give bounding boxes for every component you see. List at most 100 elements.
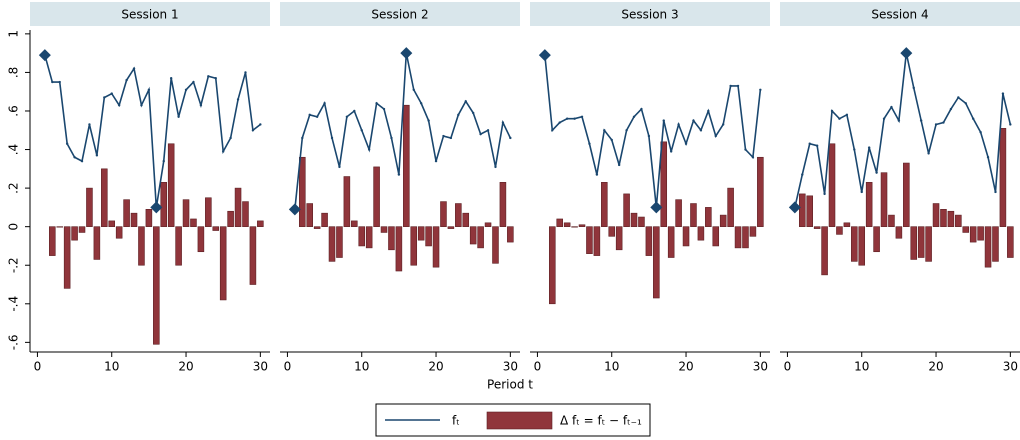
x-tick-label: 20 <box>178 360 193 374</box>
line-point <box>573 117 576 120</box>
bar <box>608 226 616 237</box>
bar <box>873 226 880 253</box>
line-point <box>501 121 505 124</box>
legend-bar-swatch <box>486 411 553 430</box>
bar <box>615 226 623 251</box>
line-point <box>882 117 886 120</box>
bar <box>190 218 197 227</box>
bar <box>440 201 447 227</box>
line-point <box>964 102 967 105</box>
line-point <box>603 129 606 132</box>
x-tick-label: 10 <box>104 360 119 374</box>
bar <box>432 226 440 268</box>
bar <box>410 226 418 266</box>
line-point <box>397 173 401 176</box>
line-point <box>912 86 915 90</box>
bar <box>932 203 940 227</box>
line-point <box>580 115 584 118</box>
bar <box>63 226 71 289</box>
bar <box>940 209 947 227</box>
line-point <box>323 102 326 105</box>
line-point <box>808 142 811 145</box>
line-point <box>617 163 621 167</box>
line-point <box>801 173 804 176</box>
diamond-marker <box>150 201 163 214</box>
line-point <box>699 129 703 132</box>
line-point <box>184 88 188 91</box>
bar <box>499 182 507 227</box>
line-point <box>367 148 371 151</box>
line-point <box>927 152 930 155</box>
panel-title: Session 1 <box>121 8 178 22</box>
line-point <box>457 113 460 117</box>
legend-label: Δ fₜ = fₜ − fₜ₋₁ <box>560 414 642 428</box>
bar <box>145 209 153 227</box>
bar <box>645 226 653 256</box>
line <box>544 54 762 208</box>
bar <box>623 193 630 227</box>
panel-title: Session 3 <box>621 8 678 22</box>
x-tick-label: 10 <box>854 360 869 374</box>
line-point <box>434 159 438 163</box>
line-point <box>251 129 255 132</box>
bar <box>321 212 328 227</box>
bar <box>425 226 432 247</box>
line-point <box>669 150 673 153</box>
line-point <box>308 113 311 117</box>
x-tick-label: 0 <box>34 360 42 374</box>
diamond-marker <box>538 49 551 62</box>
bar <box>380 226 388 233</box>
x-tick-label: 10 <box>354 360 369 374</box>
bar <box>56 226 63 228</box>
line-point <box>875 171 878 174</box>
line-point <box>897 119 901 122</box>
line-point <box>375 102 378 105</box>
y-tick-label: -.6 <box>7 334 21 350</box>
diamond-marker <box>650 201 663 214</box>
x-tick-label: 30 <box>1003 360 1018 374</box>
line-point <box>845 113 849 117</box>
bar <box>593 226 601 256</box>
panel-header <box>280 2 520 26</box>
bar <box>138 226 145 266</box>
bar <box>343 176 351 227</box>
bar <box>197 226 205 253</box>
line-point <box>736 84 740 88</box>
bar <box>160 182 168 227</box>
bar <box>205 197 212 227</box>
y-tick-label: 1 <box>7 30 21 38</box>
line-point <box>823 192 826 196</box>
bar <box>705 207 712 227</box>
bar <box>734 226 742 249</box>
bar <box>999 128 1007 227</box>
bar <box>313 226 321 229</box>
bar <box>336 226 343 258</box>
bar <box>219 226 227 301</box>
line-point <box>942 121 945 124</box>
line-point <box>382 107 386 111</box>
bar <box>549 226 556 305</box>
line-point <box>721 123 725 126</box>
bar <box>947 210 955 227</box>
line-point <box>73 156 76 159</box>
bar <box>682 226 690 247</box>
bar <box>984 226 992 268</box>
line-point <box>353 109 356 113</box>
bar <box>653 226 660 299</box>
x-tick-label: 20 <box>678 360 693 374</box>
line-point <box>729 84 732 88</box>
bar <box>358 226 366 247</box>
line-point <box>647 134 651 138</box>
bar <box>865 182 873 227</box>
line-point <box>1009 123 1012 126</box>
bar <box>660 141 668 227</box>
bar <box>757 156 764 227</box>
bar <box>373 166 380 227</box>
line-point <box>744 148 747 151</box>
bar <box>257 220 264 227</box>
bar <box>578 224 586 227</box>
bar <box>977 226 984 241</box>
line-point <box>677 123 680 126</box>
line-point <box>838 117 841 120</box>
bar <box>563 222 571 227</box>
